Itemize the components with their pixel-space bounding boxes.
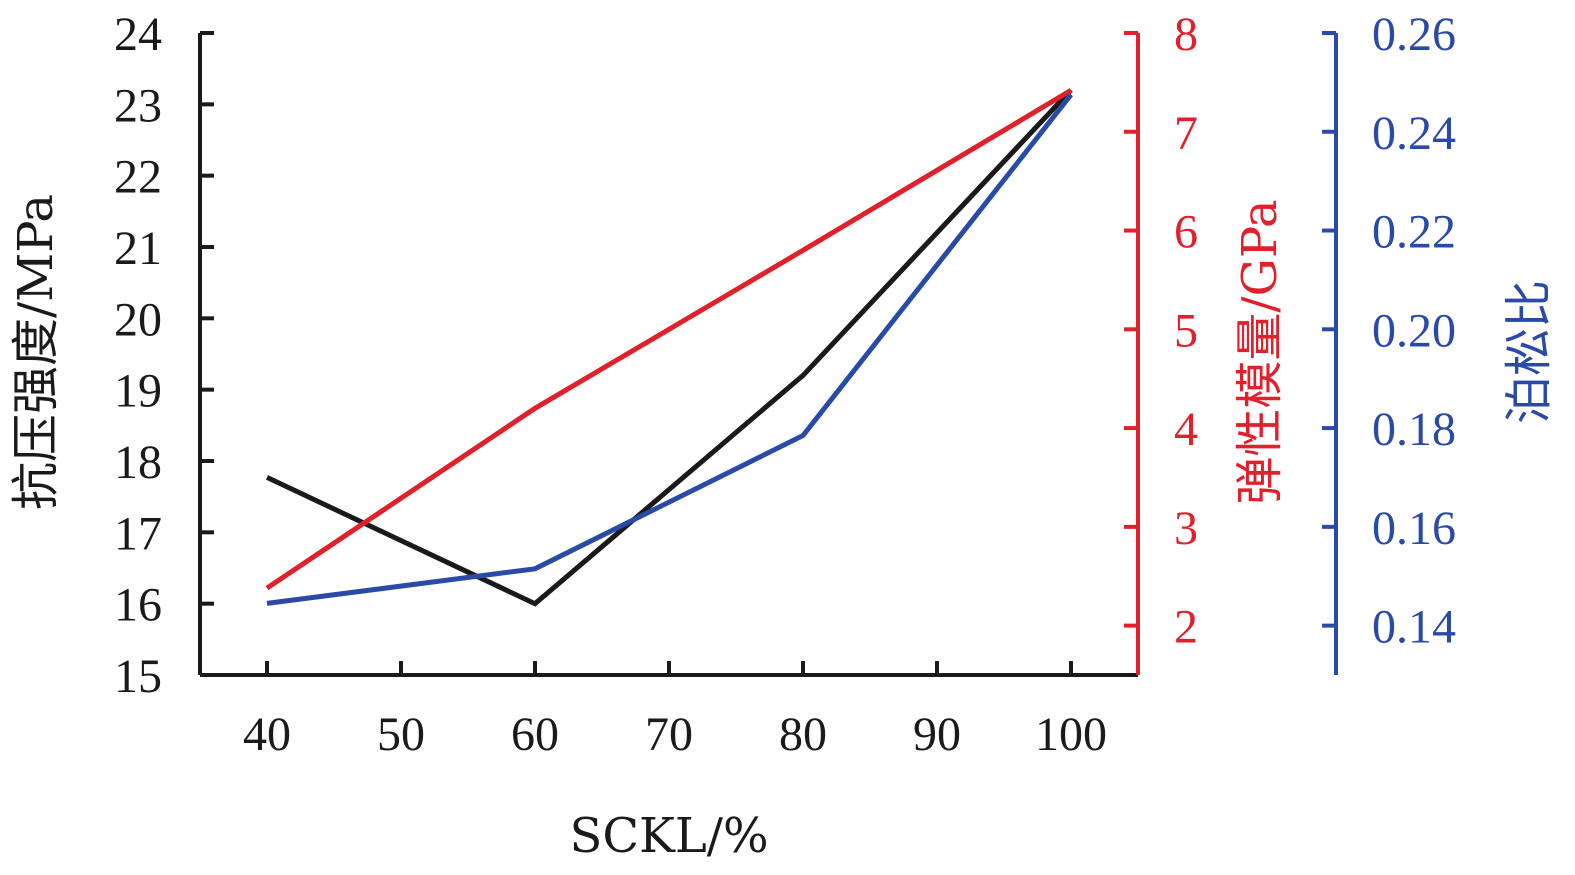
left-y-tick-label: 17 [114,507,162,560]
right-y-tick-label-poisson: 0.24 [1372,107,1456,160]
axes: 40 50 60 70 80 90 1001516171819202122232423456… [114,8,1456,761]
right-y-tick-label-poisson: 0.20 [1372,304,1456,357]
right-y-tick-label-modulus: 5 [1174,304,1198,357]
right-y-tick-label-poisson: 0.22 [1372,206,1456,259]
left-y-tick-label: 16 [114,579,162,632]
plot-area [265,88,1073,607]
right-y-tick-label-poisson: 0.14 [1372,601,1456,654]
left-y-axis-title: 抗压强度/MPa [8,194,64,510]
left-y-tick-label: 20 [114,293,162,346]
right-y-tick-label-modulus: 7 [1174,107,1198,160]
left-y-tick-label: 19 [114,365,162,418]
right-y-tick-label-poisson: 0.16 [1372,502,1456,555]
right-y-tick-label-modulus: 8 [1174,8,1198,61]
x-tick-label: 40 [243,708,291,761]
x-tick-label: 100 [1035,708,1107,761]
right-y-tick-label-modulus: 3 [1174,502,1198,555]
right-y-tick-label-modulus: 4 [1174,403,1198,456]
left-y-tick-label: 24 [114,8,162,61]
x-tick-label: 70 [645,708,693,761]
x-tick-label: 60 [511,708,559,761]
x-tick-label: 50 [377,708,425,761]
x-axis-title: SCKL/% [569,808,768,864]
x-tick-label: 80 [779,708,827,761]
left-y-tick-label: 15 [114,650,162,703]
right-y-axis-title-modulus: 弹性模量/GPa [1232,199,1288,504]
right-y-tick-label-modulus: 2 [1174,601,1198,654]
right-y-tick-label-poisson: 0.18 [1372,403,1456,456]
left-y-tick-label: 22 [114,151,162,204]
left-y-tick-label: 23 [114,79,162,132]
series-line-poisson-ratio [266,93,1073,606]
left-y-tick-label: 21 [114,222,162,275]
x-tick-label: 90 [913,708,961,761]
right-y-axis-title-poisson: 泊松比 [1501,280,1557,424]
series-line-elastic-modulus [265,88,1073,591]
left-y-tick-label: 18 [114,436,162,489]
series-line-compressive-strength [265,88,1073,607]
right-y-tick-label-modulus: 6 [1174,206,1198,259]
right-y-tick-label-poisson: 0.26 [1372,8,1456,61]
